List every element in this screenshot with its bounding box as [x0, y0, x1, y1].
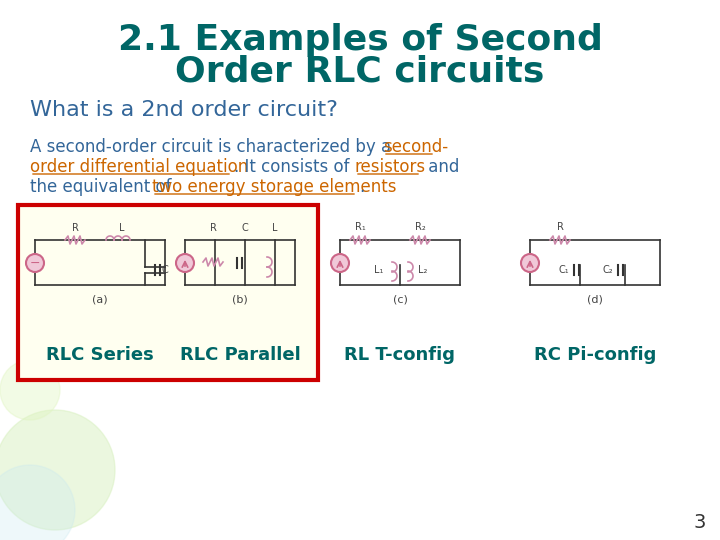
- Circle shape: [331, 254, 349, 272]
- Text: RL T-config: RL T-config: [344, 346, 456, 364]
- Text: R₁: R₁: [355, 222, 365, 232]
- Text: C: C: [242, 223, 248, 233]
- Text: two energy storage elements: two energy storage elements: [152, 178, 397, 196]
- Text: C₁: C₁: [559, 265, 569, 275]
- Text: −: −: [30, 256, 40, 269]
- Text: RLC Series: RLC Series: [46, 346, 154, 364]
- Text: L₂: L₂: [418, 265, 428, 275]
- Text: RLC Parallel: RLC Parallel: [179, 346, 300, 364]
- Circle shape: [0, 410, 115, 530]
- Circle shape: [0, 360, 60, 420]
- Circle shape: [176, 254, 194, 272]
- Text: Order RLC circuits: Order RLC circuits: [175, 55, 545, 89]
- Text: A second-order circuit is characterized by a: A second-order circuit is characterized …: [30, 138, 397, 156]
- Text: R₂: R₂: [415, 222, 426, 232]
- Text: .: .: [359, 178, 364, 196]
- Circle shape: [521, 254, 539, 272]
- Text: second-: second-: [383, 138, 448, 156]
- Text: C: C: [162, 265, 168, 275]
- Text: R: R: [557, 222, 564, 232]
- Text: and: and: [423, 158, 459, 176]
- Text: (a): (a): [92, 294, 108, 304]
- FancyBboxPatch shape: [18, 205, 318, 380]
- Text: resistors: resistors: [355, 158, 426, 176]
- Text: 3: 3: [694, 512, 706, 531]
- Text: What is a 2nd order circuit?: What is a 2nd order circuit?: [30, 100, 338, 120]
- Text: (d): (d): [587, 294, 603, 304]
- Text: L: L: [120, 223, 125, 233]
- Text: . It consists of: . It consists of: [234, 158, 355, 176]
- Circle shape: [0, 465, 75, 540]
- Circle shape: [26, 254, 44, 272]
- Text: order differential equation: order differential equation: [30, 158, 248, 176]
- Text: (b): (b): [232, 294, 248, 304]
- Text: the equivalent of: the equivalent of: [30, 178, 176, 196]
- Text: L₁: L₁: [374, 265, 383, 275]
- Text: L: L: [272, 223, 278, 233]
- Text: C₂: C₂: [603, 265, 613, 275]
- Text: R: R: [210, 223, 217, 233]
- Text: RC Pi-config: RC Pi-config: [534, 346, 656, 364]
- Text: 2.1 Examples of Second: 2.1 Examples of Second: [117, 23, 603, 57]
- Text: R: R: [71, 223, 78, 233]
- Text: (c): (c): [392, 294, 408, 304]
